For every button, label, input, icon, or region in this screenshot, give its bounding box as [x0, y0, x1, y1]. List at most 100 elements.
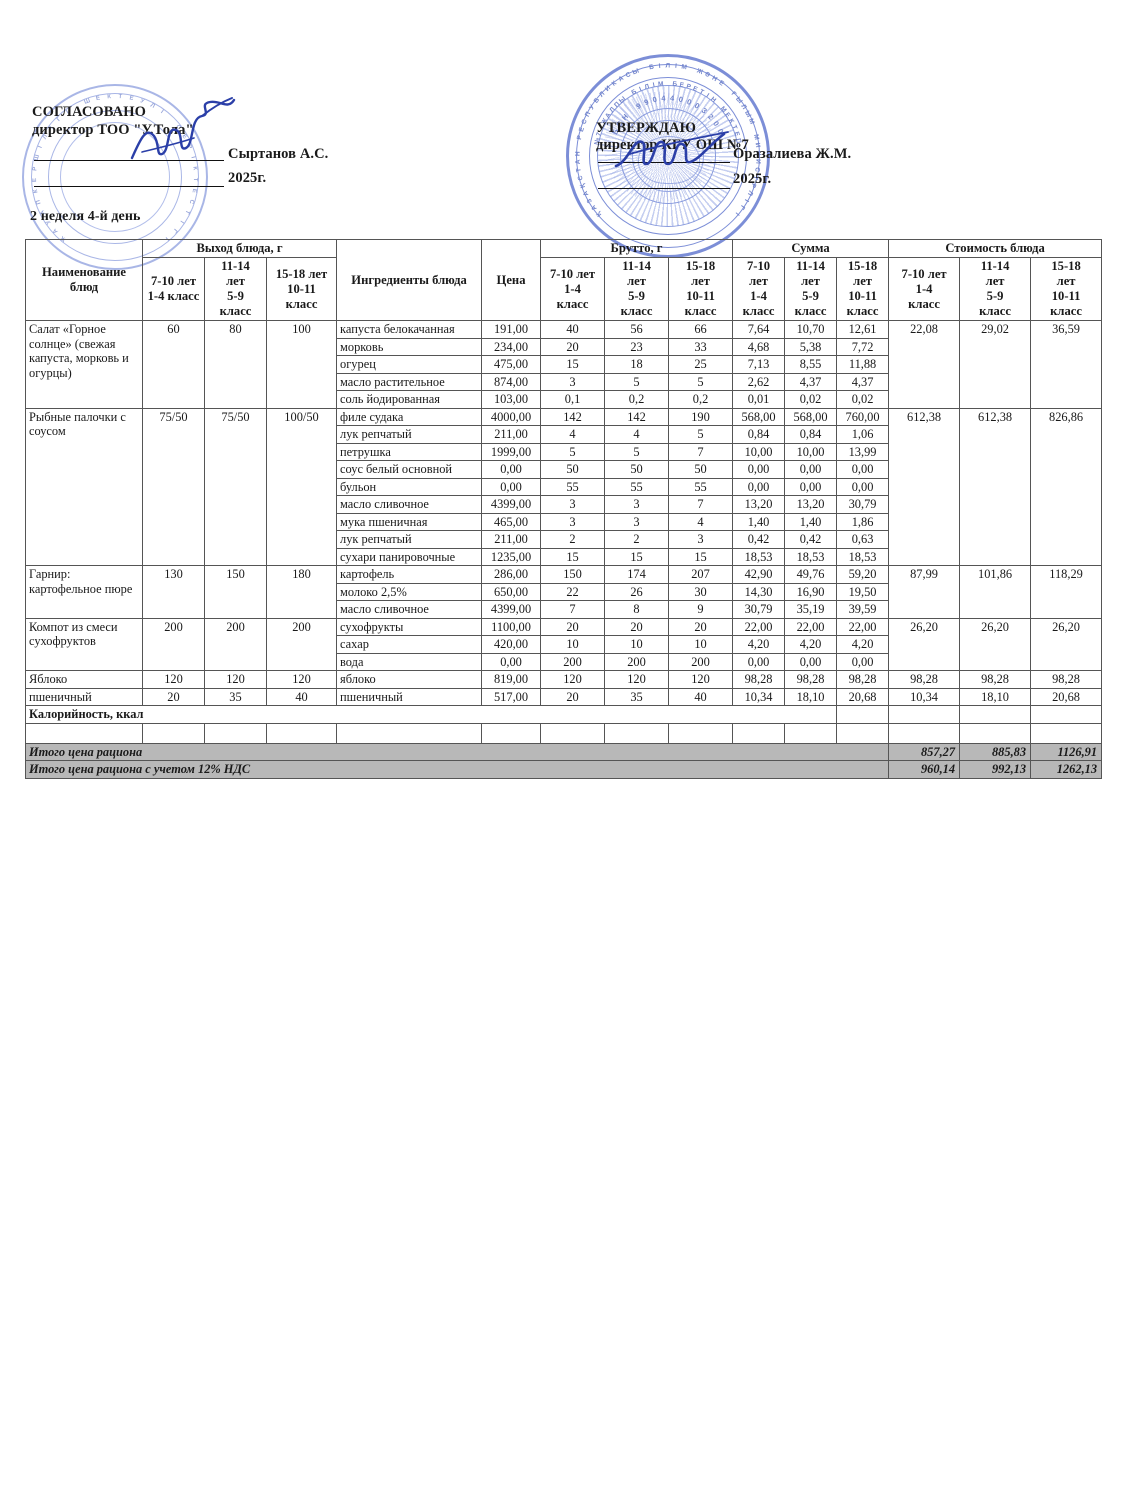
- table-row: соус белый основной 0,00 50 50 50 0,00 0,00 0,0…: [26, 460, 1102, 479]
- dish-vyhod-3: 100: [265, 320, 338, 409]
- soglasovano-title: СОГЛАСОВАНО: [32, 104, 146, 120]
- ingredient-summa-3: 11,88: [836, 355, 890, 374]
- ingredient-brutto-2: 120: [604, 670, 670, 689]
- ingredient-brutto-2: 10: [604, 635, 670, 654]
- spacer-cell: [540, 722, 606, 744]
- ingredient-brutto-1: 50: [540, 460, 606, 479]
- ingredient-summa-3: 0,02: [836, 390, 890, 409]
- table-subheader-row: 7-10 лет 1-4 класс 11-14 лет 5-9 класс 15-18 л…: [26, 257, 1103, 321]
- ingredient-summa-1: 10,34: [732, 687, 786, 706]
- soglasovano-subtitle: директор ТОО "У.Тола": [32, 122, 194, 138]
- table-row: Гарнир: картофельное пюре 130 150 180 картоф…: [25, 565, 1103, 619]
- col-summa-age-1: 7-10 лет 1-4 класс: [732, 257, 786, 321]
- ingredient-brutto-1: 3: [540, 372, 606, 391]
- ingredient-summa-2: 10,70: [784, 320, 838, 339]
- ingredient-brutto-3: 7: [668, 495, 734, 514]
- ingredient-summa-3: 22,00: [836, 617, 890, 636]
- ingredient-summa-2: 0,02: [784, 390, 838, 409]
- ingredient-name: петрушка: [336, 442, 483, 461]
- dish-cost-3: 118,29: [1030, 565, 1103, 619]
- ingredient-brutto-1: 20: [540, 617, 606, 636]
- ingredient-name: молоко 2,5%: [336, 582, 483, 601]
- ingredient-brutto-3: 50: [668, 460, 734, 479]
- ingredient-summa-3: 1,86: [836, 512, 890, 531]
- ingredient-brutto-3: 9: [668, 600, 734, 619]
- ingredient-summa-3: 39,59: [836, 600, 890, 619]
- ingredient-brutto-2: 15: [604, 547, 670, 566]
- ingredient-name: масло растительное: [336, 372, 483, 391]
- ingredient-summa-3: 0,00: [836, 477, 890, 496]
- spacer-cell: [959, 722, 1032, 744]
- ingredient-brutto-1: 55: [540, 477, 606, 496]
- ingredient-brutto-2: 55: [604, 477, 670, 496]
- totals-value-1: 857,27: [888, 742, 961, 761]
- table-row: масло растительное 874,00 3 5 5 2,62 4,37 4,37: [26, 372, 1102, 391]
- ingredient-brutto-1: 4: [540, 425, 606, 444]
- ingredient-summa-3: 59,20: [836, 565, 890, 584]
- ingredient-summa-3: 4,37: [836, 372, 890, 391]
- ingredient-summa-1: 4,68: [732, 337, 786, 356]
- ingredient-price: 819,00: [481, 670, 542, 689]
- ingredient-summa-1: 0,42: [732, 530, 786, 549]
- ingredient-brutto-2: 20: [604, 617, 670, 636]
- ingredient-brutto-2: 0,2: [604, 390, 670, 409]
- ingredient-brutto-3: 10: [668, 635, 734, 654]
- ingredient-brutto-3: 20: [668, 617, 734, 636]
- dish-cost-2: 26,20: [959, 617, 1032, 671]
- ingredient-price: 211,00: [481, 530, 542, 549]
- table-row: соль йодированная 103,00 0,1 0,2 0,2 0,01 0,02…: [26, 390, 1102, 409]
- ingredient-brutto-2: 23: [604, 337, 670, 356]
- dish-vyhod-1: 200: [142, 617, 205, 671]
- col-ingredients: Ингредиенты блюда: [336, 239, 483, 321]
- dish-name-cell: Салат «Горное солнце» (свежая капуста, м…: [25, 320, 143, 409]
- dish-name-cell: Рыбные палочки с соусом: [25, 407, 143, 566]
- col-brutto-age-3: 15-18 лет 10-11 класс: [668, 257, 734, 321]
- calories-empty-3: [959, 705, 1032, 724]
- soglasovano-name: Сыртанов А.С.: [228, 146, 329, 162]
- ingredient-name: масло сливочное: [336, 495, 483, 514]
- ingredient-brutto-1: 7: [540, 600, 606, 619]
- totals-value-1: 960,14: [888, 760, 961, 779]
- signature-line-right-2: [598, 188, 730, 189]
- ingredient-price: 103,00: [481, 390, 542, 409]
- table-row: Яблоко 120 120 120 яблоко 819,00 120 120 120 98,2…: [25, 670, 1103, 689]
- col-brutto-age-2: 11-14 лет 5-9 класс: [604, 257, 670, 321]
- ingredient-summa-3: 0,00: [836, 652, 890, 671]
- ingredient-brutto-1: 20: [540, 337, 606, 356]
- dish-vyhod-1: 120: [142, 670, 205, 689]
- week-day-label: 2 неделя 4-й день: [30, 209, 141, 224]
- ingredient-brutto-3: 3: [668, 530, 734, 549]
- ingredient-summa-1: 568,00: [732, 407, 786, 426]
- dish-vyhod-2: 200: [204, 617, 267, 671]
- table-row: огурец 475,00 15 18 25 7,13 8,55 11,88: [26, 355, 1102, 374]
- ingredient-brutto-1: 5: [540, 442, 606, 461]
- totals-value-3: 1262,13: [1030, 760, 1103, 779]
- ingredient-brutto-2: 56: [604, 320, 670, 339]
- ingredient-summa-1: 42,90: [732, 565, 786, 584]
- ingredient-brutto-3: 5: [668, 425, 734, 444]
- ingredient-price: 4399,00: [481, 495, 542, 514]
- ingredient-summa-3: 19,50: [836, 582, 890, 601]
- ingredient-brutto-1: 15: [540, 355, 606, 374]
- ingredient-brutto-3: 55: [668, 477, 734, 496]
- table-row: лук репчатый 211,00 4 4 5 0,84 0,84 1,06: [26, 425, 1102, 444]
- col-stoim-age-1: 7-10 лет 1-4 класс: [888, 257, 961, 321]
- ingredient-brutto-1: 15: [540, 547, 606, 566]
- ingredient-name: картофель: [336, 565, 483, 584]
- ingredient-price: 465,00: [481, 512, 542, 531]
- ingredient-summa-3: 20,68: [836, 687, 890, 706]
- table-row: сахар 420,00 10 10 10 4,20 4,20 4,20: [26, 635, 1102, 654]
- ingredient-summa-2: 4,20: [784, 635, 838, 654]
- ingredient-name: сухофрукты: [336, 617, 483, 636]
- dish-cost-1: 26,20: [888, 617, 961, 671]
- ingredient-brutto-1: 3: [540, 512, 606, 531]
- ingredient-summa-1: 0,00: [732, 477, 786, 496]
- table-row: лук репчатый 211,00 2 2 3 0,42 0,42 0,63: [26, 530, 1102, 549]
- dish-cost-1: 87,99: [888, 565, 961, 619]
- table-header: Наименование блюд Выход блюда, г Ингреди…: [25, 239, 1103, 321]
- totals-label: Итого цена рациона: [24, 742, 890, 761]
- ingredient-price: 234,00: [481, 337, 542, 356]
- dish-vyhod-1: 20: [142, 687, 205, 706]
- dish-cost-3: 20,68: [1030, 687, 1103, 706]
- ingredient-brutto-1: 120: [540, 670, 606, 689]
